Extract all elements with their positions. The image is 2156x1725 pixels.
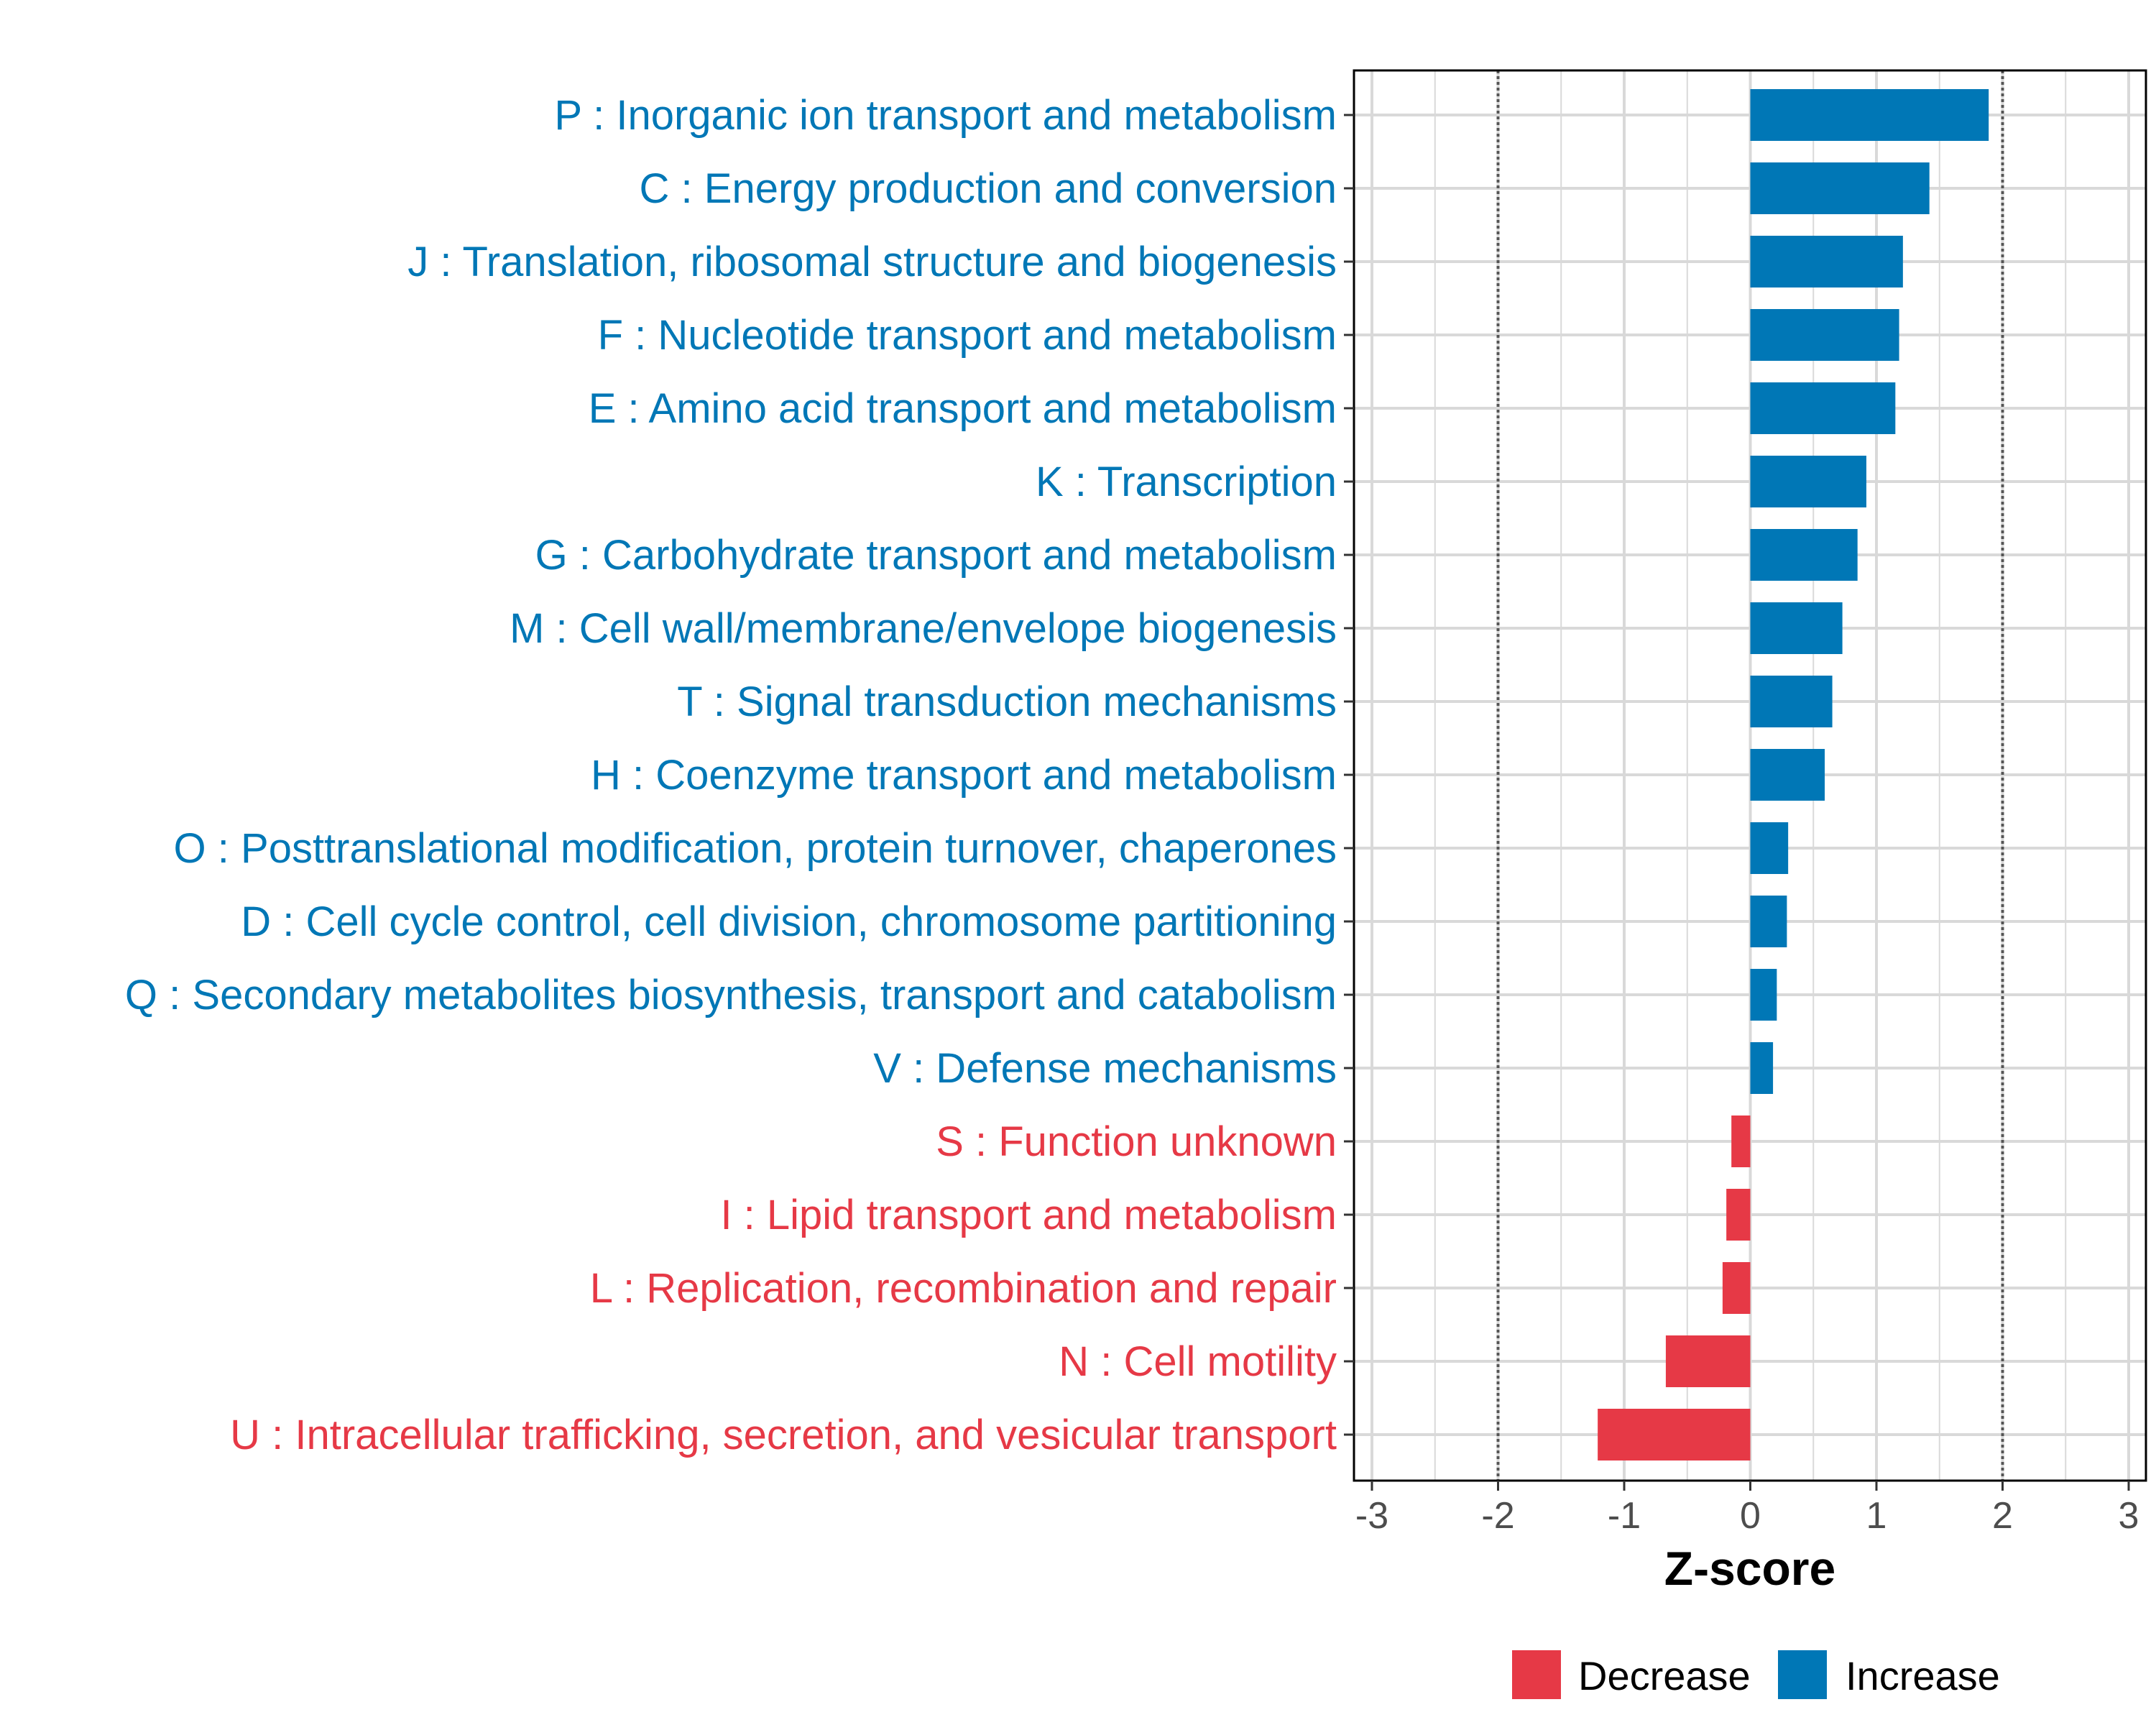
bar xyxy=(1750,1042,1774,1094)
legend-swatch xyxy=(1512,1650,1561,1699)
x-tick-label: 0 xyxy=(1740,1495,1761,1537)
bar xyxy=(1750,749,1825,801)
category-label: Q : Secondary metabolites biosynthesis, … xyxy=(125,972,1337,1018)
category-label: S : Function unknown xyxy=(936,1118,1337,1165)
grid-lines xyxy=(1354,70,2146,1481)
legend-label: Increase xyxy=(1846,1653,2000,1698)
category-label: M : Cell wall/membrane/envelope biogenes… xyxy=(510,605,1337,652)
category-label: L : Replication, recombination and repai… xyxy=(590,1265,1337,1312)
bar xyxy=(1731,1116,1751,1167)
category-label: V : Defense mechanisms xyxy=(873,1045,1337,1092)
bar xyxy=(1598,1409,1751,1460)
category-label: F : Nucleotide transport and metabolism xyxy=(598,312,1337,359)
bar xyxy=(1750,236,1903,288)
category-label: N : Cell motility xyxy=(1059,1338,1337,1385)
x-axis-ticks: -3 -2 -1 0 1 2 3 xyxy=(1355,1481,2139,1537)
category-label: G : Carbohydrate transport and metabolis… xyxy=(535,532,1337,579)
category-label: D : Cell cycle control, cell division, c… xyxy=(241,898,1337,945)
bar xyxy=(1750,382,1896,434)
legend-swatch xyxy=(1778,1650,1827,1699)
legend-label: Decrease xyxy=(1578,1653,1751,1698)
x-tick-label: 2 xyxy=(1992,1495,2013,1537)
reference-lines xyxy=(1496,70,2004,1481)
bar xyxy=(1750,89,1989,141)
bar xyxy=(1722,1262,1751,1314)
bar xyxy=(1750,162,1930,214)
legend: Decrease Increase xyxy=(1512,1650,2000,1699)
bar xyxy=(1750,309,1899,361)
category-label: E : Amino acid transport and metabolism xyxy=(589,385,1337,432)
category-label: C : Energy production and conversion xyxy=(640,165,1337,212)
bar xyxy=(1750,969,1777,1021)
category-labels: P : Inorganic ion transport and metaboli… xyxy=(125,92,1337,1458)
category-label: T : Signal transduction mechanisms xyxy=(677,678,1337,725)
bar xyxy=(1726,1189,1751,1241)
x-tick-label: -3 xyxy=(1355,1495,1388,1537)
category-label: J : Translation, ribosomal structure and… xyxy=(407,239,1337,285)
bars xyxy=(1598,89,1989,1460)
x-tick-label: 3 xyxy=(2119,1495,2139,1537)
y-axis-ticks xyxy=(1344,114,1354,1436)
category-label: I : Lipid transport and metabolism xyxy=(720,1192,1337,1238)
bar xyxy=(1750,676,1833,727)
bar xyxy=(1750,456,1866,507)
x-tick-label: 1 xyxy=(1866,1495,1887,1537)
category-label: U : Intracellular trafficking, secretion… xyxy=(230,1412,1337,1458)
category-label: O : Posttranslational modification, prot… xyxy=(174,825,1337,872)
bar xyxy=(1750,822,1789,874)
category-label: P : Inorganic ion transport and metaboli… xyxy=(554,92,1337,139)
bar xyxy=(1750,529,1858,581)
bar xyxy=(1750,602,1843,654)
x-tick-label: -1 xyxy=(1608,1495,1641,1537)
category-label: H : Coenzyme transport and metabolism xyxy=(591,752,1337,799)
x-axis-title: Z-score xyxy=(1664,1542,1835,1595)
bar xyxy=(1665,1335,1751,1387)
category-label: K : Transcription xyxy=(1036,459,1337,505)
bar xyxy=(1750,896,1787,947)
x-tick-label: -2 xyxy=(1481,1495,1514,1537)
